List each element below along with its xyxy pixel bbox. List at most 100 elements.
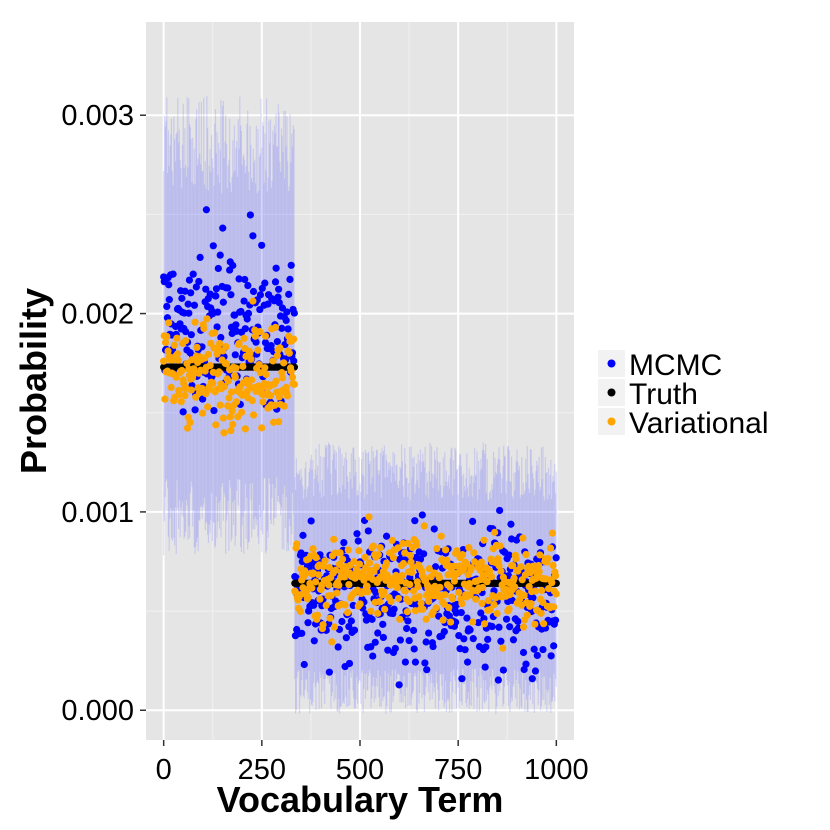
variational-point: [534, 561, 543, 570]
mcmc-point: [466, 626, 474, 634]
variational-point: [321, 557, 329, 565]
mcmc-point: [529, 594, 537, 602]
mcmc-point: [403, 624, 411, 633]
mcmc-point: [547, 652, 555, 660]
mcmc-point: [457, 608, 465, 617]
variational-point: [355, 547, 363, 555]
mcmc-point: [300, 660, 308, 669]
variational-point: [232, 364, 240, 372]
mcmc-point: [202, 206, 210, 214]
variational-point: [374, 609, 382, 617]
mcmc-point: [261, 338, 270, 347]
variational-point: [393, 584, 401, 592]
variational-point: [394, 594, 403, 603]
mcmc-point: [481, 663, 489, 671]
variational-point: [311, 578, 320, 586]
variational-point: [249, 297, 257, 305]
mcmc-point: [429, 642, 437, 651]
mcmc-point: [307, 517, 315, 525]
variational-point: [224, 402, 232, 410]
mcmc-point: [338, 617, 346, 626]
mcmc-point: [405, 636, 413, 645]
variational-point: [275, 418, 283, 426]
variational-point: [550, 603, 558, 611]
mcmc-point: [196, 253, 204, 261]
mcmc-point: [421, 659, 429, 667]
mcmc-point: [416, 555, 425, 563]
variational-point: [161, 395, 169, 403]
variational-point: [251, 332, 259, 340]
variational-point: [222, 343, 230, 351]
variational-point: [276, 344, 284, 352]
mcmc-point: [460, 635, 468, 643]
variational-point: [330, 535, 338, 543]
mcmc-point: [299, 531, 307, 539]
variational-point: [458, 551, 467, 559]
mcmc-point: [391, 644, 399, 653]
variational-point: [505, 605, 513, 613]
mcmc-point: [531, 667, 540, 675]
legend: MCMC Truth Variational: [598, 349, 769, 440]
variational-point: [535, 567, 543, 576]
variational-point: [422, 615, 430, 623]
variational-point: [398, 571, 406, 580]
mcmc-point: [551, 616, 560, 624]
mcmc-point: [390, 605, 398, 613]
variational-point: [183, 359, 191, 368]
mcmc-point: [484, 635, 492, 644]
mcmc-point: [210, 406, 218, 415]
variational-point: [248, 397, 256, 405]
mcmc-point: [495, 623, 503, 631]
variational-point: [225, 394, 233, 402]
mcmc-point: [368, 615, 376, 623]
variational-point: [237, 408, 246, 416]
variational-point: [280, 359, 288, 367]
legend-label-variational: Variational: [629, 407, 769, 440]
variational-point: [490, 600, 498, 609]
variational-point: [527, 599, 535, 608]
mcmc-point: [354, 537, 362, 545]
variational-point: [238, 391, 246, 399]
legend-label-truth: Truth: [629, 378, 698, 411]
variational-point: [254, 346, 262, 354]
variational-point: [248, 376, 256, 384]
mcmc-point: [411, 517, 419, 525]
variational-point: [425, 565, 433, 573]
mcmc-point: [325, 668, 333, 676]
variational-point: [399, 539, 407, 548]
variational-point: [551, 572, 560, 580]
mcmc-point: [440, 627, 448, 636]
variational-point: [417, 599, 425, 607]
variational-point: [540, 620, 548, 628]
variational-point: [229, 420, 237, 429]
variational-point: [299, 584, 307, 592]
variational-point: [441, 591, 449, 599]
mcmc-point: [528, 675, 536, 683]
mcmc-point: [418, 511, 426, 519]
variational-point: [212, 421, 220, 429]
variational-point: [437, 532, 445, 540]
variational-point: [221, 382, 229, 391]
mcmc-point: [219, 298, 227, 306]
mcmc-point: [533, 651, 541, 660]
y-tick-label: 0.001: [61, 497, 134, 529]
mcmc-point: [506, 623, 514, 631]
variational-point: [415, 593, 423, 601]
variational-point: [204, 403, 212, 411]
variational-point: [183, 424, 192, 432]
variational-point: [409, 587, 418, 595]
variational-point: [222, 360, 231, 368]
variational-point: [333, 589, 341, 597]
mcmc-point: [213, 323, 221, 331]
mcmc-point: [482, 643, 490, 651]
variational-point: [327, 591, 335, 600]
variational-point: [372, 563, 381, 571]
variational-point: [470, 549, 478, 557]
variational-point: [496, 542, 504, 550]
mcmc-point: [507, 520, 515, 528]
variational-point: [499, 644, 507, 652]
variational-point: [369, 542, 377, 550]
mcmc-point: [423, 666, 431, 674]
mcmc-point: [345, 622, 353, 631]
